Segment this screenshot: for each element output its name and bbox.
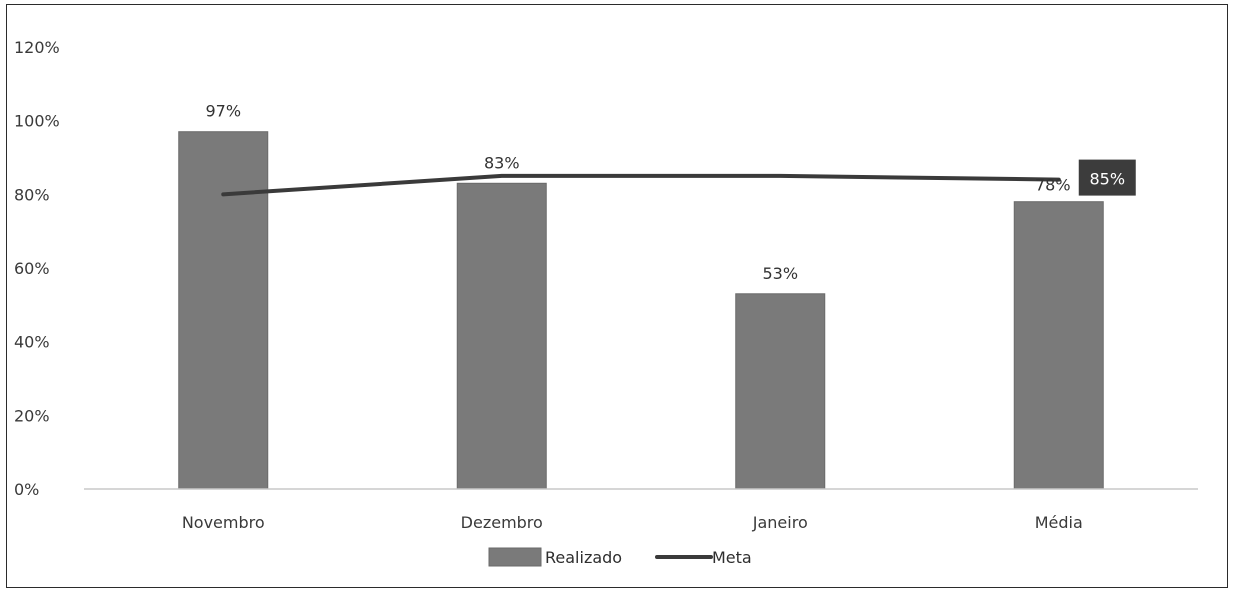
- y-tick-label: 100%: [14, 112, 60, 131]
- legend-label-realizado: Realizado: [545, 548, 622, 567]
- y-tick-label: 80%: [14, 185, 50, 204]
- y-tick-label: 60%: [14, 259, 50, 278]
- bar-data-label: 83%: [484, 153, 520, 172]
- bar-data-label: 78%: [1035, 176, 1071, 195]
- y-tick-label: 0%: [14, 480, 39, 499]
- y-axis: 0% 20% 40% 60% 80% 100% 120%: [14, 38, 60, 499]
- meta-data-label: 85%: [1089, 170, 1125, 189]
- data-labels: 97% 83% 53% 78% 85%: [205, 102, 1136, 283]
- bar-realizado-novembro: [178, 131, 269, 490]
- meta-line: [221, 173, 1061, 197]
- y-tick-label: 40%: [14, 333, 50, 352]
- y-tick-label: 120%: [14, 38, 60, 57]
- y-tick-label: 20%: [14, 406, 50, 425]
- x-axis: Novembro Dezembro Janeiro Média: [84, 488, 1198, 532]
- legend: Realizado Meta: [488, 547, 752, 567]
- meta-line-series: [221, 173, 1061, 197]
- x-tick-label: Janeiro: [752, 513, 808, 532]
- bar-realizado-média: [1013, 201, 1104, 490]
- legend-swatch-realizado: [488, 547, 542, 567]
- bar-realizado-janeiro: [735, 293, 826, 490]
- bars: [178, 131, 1104, 490]
- legend-label-meta: Meta: [712, 548, 752, 567]
- bar-data-label: 53%: [762, 264, 798, 283]
- x-tick-label: Novembro: [182, 513, 265, 532]
- x-tick-label: Média: [1035, 513, 1083, 532]
- x-tick-label: Dezembro: [461, 513, 543, 532]
- bar-data-label: 97%: [205, 102, 241, 121]
- meta-callout-box: [1078, 159, 1136, 196]
- bar-realizado-dezembro: [456, 182, 547, 490]
